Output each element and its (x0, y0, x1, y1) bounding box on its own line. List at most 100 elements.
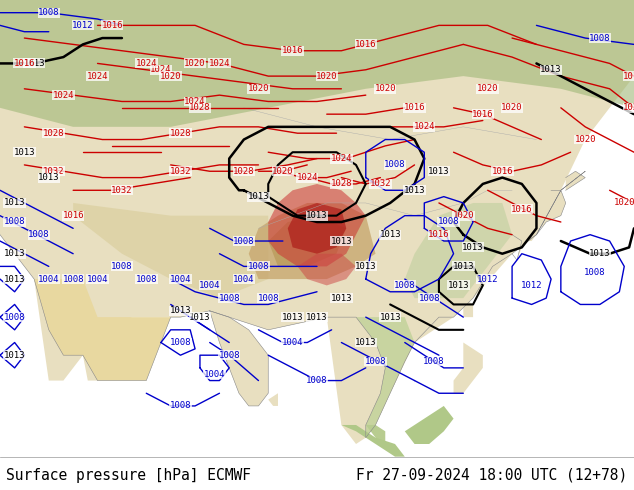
Text: 1020: 1020 (453, 211, 474, 220)
Text: 1013: 1013 (306, 313, 328, 321)
Text: 1013: 1013 (462, 243, 484, 252)
Text: 1013: 1013 (453, 262, 474, 271)
Text: 1016: 1016 (623, 72, 634, 81)
Polygon shape (356, 317, 415, 438)
Polygon shape (453, 343, 483, 393)
Text: 1020: 1020 (623, 103, 634, 112)
Polygon shape (268, 393, 278, 406)
Text: 1020: 1020 (501, 103, 523, 112)
Polygon shape (268, 216, 346, 267)
Polygon shape (73, 203, 268, 298)
Text: 1028: 1028 (170, 129, 191, 138)
Text: 1020: 1020 (477, 84, 498, 93)
Text: 1016: 1016 (511, 205, 533, 214)
Polygon shape (404, 203, 512, 298)
Text: 1004: 1004 (233, 274, 255, 284)
Text: 1013: 1013 (379, 313, 401, 321)
Text: 1016: 1016 (101, 21, 123, 30)
Text: 1020: 1020 (375, 84, 396, 93)
Text: 1013: 1013 (355, 262, 377, 271)
Text: 1024: 1024 (209, 59, 230, 68)
Text: 1024: 1024 (413, 122, 435, 131)
Text: 1032: 1032 (170, 167, 191, 176)
Text: 1013: 1013 (170, 306, 191, 315)
Text: 1020: 1020 (160, 72, 181, 81)
Text: 1013: 1013 (189, 313, 210, 321)
Polygon shape (297, 254, 356, 285)
Polygon shape (366, 425, 385, 444)
Text: 1008: 1008 (219, 351, 240, 360)
Text: 1008: 1008 (4, 313, 25, 321)
Text: 1016: 1016 (404, 103, 425, 112)
Polygon shape (0, 0, 634, 444)
Text: 1008: 1008 (38, 8, 60, 17)
Polygon shape (493, 203, 512, 235)
Text: 1004: 1004 (199, 281, 221, 290)
Polygon shape (288, 203, 346, 254)
Text: 1008: 1008 (233, 237, 255, 245)
Text: 1008: 1008 (365, 357, 386, 366)
Polygon shape (34, 279, 171, 381)
Text: 1008: 1008 (257, 294, 279, 303)
Polygon shape (210, 311, 268, 406)
Text: 1024: 1024 (150, 65, 172, 74)
Text: 1013: 1013 (14, 147, 35, 157)
Text: 1020: 1020 (184, 59, 206, 68)
Text: 1032: 1032 (43, 167, 65, 176)
Text: 1032: 1032 (370, 179, 391, 189)
Text: 1004: 1004 (204, 370, 225, 379)
Text: 1004: 1004 (282, 338, 303, 347)
Text: 1008: 1008 (170, 401, 191, 411)
Text: 1012: 1012 (477, 274, 498, 284)
Text: 1013: 1013 (589, 249, 611, 258)
Text: 1013: 1013 (23, 59, 45, 68)
Text: 1024: 1024 (297, 173, 318, 182)
Polygon shape (404, 406, 453, 444)
Polygon shape (0, 0, 634, 127)
Text: 1008: 1008 (62, 274, 84, 284)
Text: 1016: 1016 (282, 46, 303, 55)
Text: 1028: 1028 (43, 129, 65, 138)
Text: 1008: 1008 (384, 160, 406, 170)
Text: 1004: 1004 (38, 274, 60, 284)
Text: 1012: 1012 (72, 21, 94, 30)
Text: 1016: 1016 (14, 59, 35, 68)
Text: 1008: 1008 (219, 294, 240, 303)
Text: 1024: 1024 (136, 59, 157, 68)
Text: 1008: 1008 (424, 357, 445, 366)
Text: 1016: 1016 (472, 110, 493, 119)
Text: 1013: 1013 (282, 313, 303, 321)
Polygon shape (341, 425, 404, 457)
Text: 1028: 1028 (233, 167, 255, 176)
Text: 1008: 1008 (418, 294, 440, 303)
Text: 1008: 1008 (136, 274, 157, 284)
Text: 1028: 1028 (331, 179, 352, 189)
Text: 1016: 1016 (355, 40, 377, 49)
Text: 1013: 1013 (306, 211, 328, 220)
Text: 1013: 1013 (540, 65, 562, 74)
Text: 1008: 1008 (589, 33, 611, 43)
Text: 1013: 1013 (331, 237, 352, 245)
Text: 1008: 1008 (306, 376, 328, 385)
Text: 1008: 1008 (585, 268, 605, 277)
Text: 1016: 1016 (62, 211, 84, 220)
Text: 1016: 1016 (491, 167, 513, 176)
Text: 1013: 1013 (38, 173, 60, 182)
Text: 1024: 1024 (184, 97, 206, 106)
Text: 1013: 1013 (448, 281, 469, 290)
Polygon shape (249, 203, 375, 279)
Text: 1012: 1012 (521, 281, 542, 290)
Text: 1008: 1008 (248, 262, 269, 271)
Text: 1020: 1020 (272, 167, 294, 176)
Text: 1032: 1032 (111, 186, 133, 195)
Polygon shape (463, 298, 473, 317)
Text: 1004: 1004 (87, 274, 108, 284)
Text: 1024: 1024 (87, 72, 108, 81)
Text: 1024: 1024 (53, 91, 74, 99)
Text: 1013: 1013 (4, 351, 25, 360)
Text: 1013: 1013 (355, 338, 377, 347)
Text: 1020: 1020 (574, 135, 596, 144)
Text: 1016: 1016 (428, 230, 450, 239)
Polygon shape (566, 171, 585, 190)
Text: 1028: 1028 (189, 103, 210, 112)
